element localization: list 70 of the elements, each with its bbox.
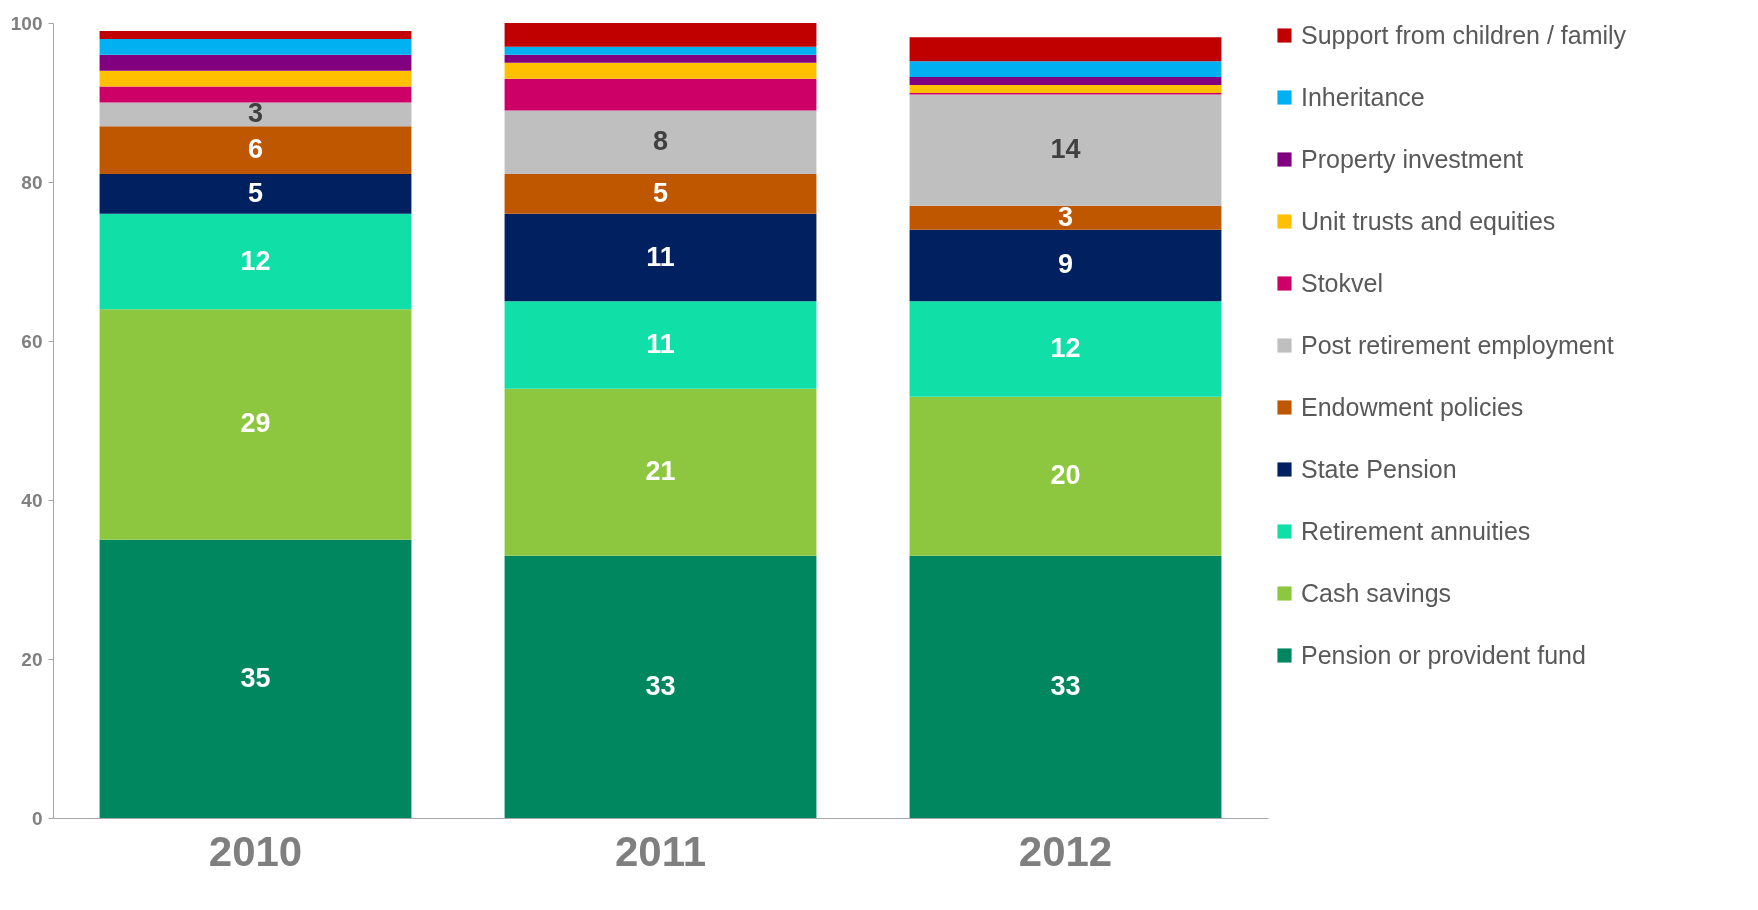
legend-label: Endowment policies bbox=[1301, 392, 1524, 421]
legend-label: Post retirement employment bbox=[1301, 330, 1614, 359]
y-tick-label: 60 bbox=[21, 330, 43, 352]
data-label: 3 bbox=[1057, 201, 1074, 232]
data-label: 9 bbox=[1057, 249, 1074, 280]
data-label: 6 bbox=[247, 134, 264, 165]
data-label: 21 bbox=[645, 456, 676, 487]
legend-label: Property investment bbox=[1301, 144, 1524, 173]
bar bbox=[504, 78, 817, 111]
legend-label: Cash savings bbox=[1301, 578, 1452, 607]
bar bbox=[504, 213, 817, 302]
bar bbox=[99, 102, 412, 127]
data-label: 33 bbox=[645, 670, 676, 701]
bar bbox=[504, 46, 817, 55]
data-label: 35 bbox=[240, 662, 271, 693]
bar bbox=[504, 54, 817, 63]
bar bbox=[99, 309, 412, 540]
bar bbox=[99, 38, 412, 55]
bar bbox=[909, 555, 1222, 818]
bar bbox=[909, 61, 1222, 78]
bar bbox=[909, 301, 1222, 397]
bar bbox=[504, 23, 817, 47]
data-label: 20 bbox=[1050, 460, 1081, 491]
data-label: 33 bbox=[1050, 670, 1081, 701]
legend-label: Pension or provident fund bbox=[1301, 640, 1586, 669]
data-label: 29 bbox=[240, 408, 271, 439]
data-label: 12 bbox=[1050, 332, 1081, 363]
legend-label: Support from children / family bbox=[1301, 20, 1627, 49]
y-tick-label: 80 bbox=[21, 171, 43, 193]
bar bbox=[99, 70, 412, 87]
data-label: 3 bbox=[247, 98, 264, 129]
bar bbox=[909, 94, 1222, 206]
data-label: 11 bbox=[646, 241, 675, 272]
bar bbox=[504, 110, 817, 175]
bar bbox=[909, 396, 1222, 556]
legend-label: State Pension bbox=[1301, 454, 1457, 483]
bar bbox=[909, 85, 1222, 93]
bar bbox=[99, 30, 412, 39]
data-label: 5 bbox=[652, 177, 669, 208]
bar bbox=[99, 539, 412, 818]
y-tick-label: 0 bbox=[31, 807, 43, 829]
legend-label: Unit trusts and equities bbox=[1301, 206, 1556, 235]
y-tick-label: 40 bbox=[21, 489, 43, 511]
data-label: 14 bbox=[1050, 134, 1081, 165]
bar bbox=[909, 205, 1222, 230]
bar bbox=[504, 174, 817, 214]
legend-label: Inheritance bbox=[1301, 82, 1425, 111]
legend-label: Retirement annuities bbox=[1301, 516, 1531, 545]
y-tick-label: 20 bbox=[21, 648, 43, 670]
data-label: 12 bbox=[240, 245, 271, 276]
bar bbox=[504, 555, 817, 818]
bar bbox=[99, 174, 412, 214]
bar bbox=[99, 126, 412, 175]
legend-label: Stokvel bbox=[1301, 268, 1383, 297]
bar bbox=[504, 388, 817, 556]
bar bbox=[504, 301, 817, 389]
bar bbox=[504, 62, 817, 79]
bar bbox=[99, 54, 412, 71]
data-label: 8 bbox=[652, 126, 669, 157]
data-label: 5 bbox=[247, 177, 264, 208]
data-label: 11 bbox=[646, 328, 675, 359]
x-tick-label: 2012 bbox=[1018, 827, 1113, 875]
y-tick-label: 100 bbox=[10, 12, 43, 34]
bar bbox=[909, 229, 1222, 302]
bar bbox=[99, 86, 412, 103]
bar bbox=[909, 37, 1222, 62]
bar bbox=[909, 77, 1222, 86]
bar bbox=[99, 213, 412, 310]
x-tick-label: 2010 bbox=[208, 827, 303, 875]
x-tick-label: 2011 bbox=[614, 827, 707, 875]
